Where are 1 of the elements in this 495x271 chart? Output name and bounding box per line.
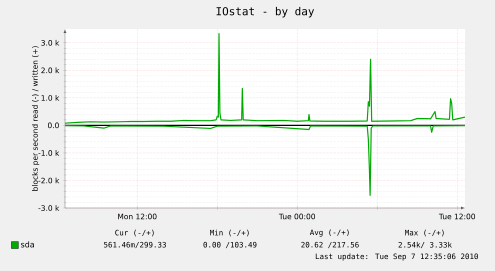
chart-title: IOstat - by day	[216, 6, 314, 18]
